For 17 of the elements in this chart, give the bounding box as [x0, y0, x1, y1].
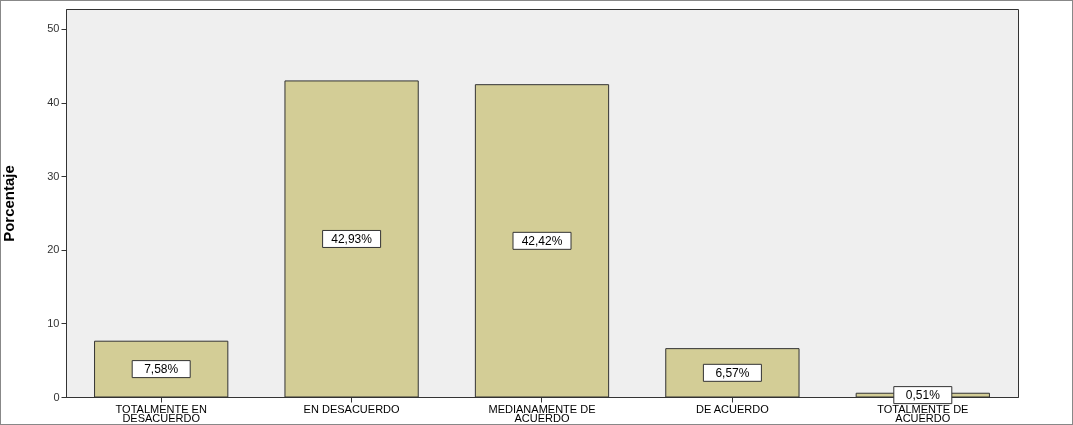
y-tick-label: 50	[47, 22, 60, 35]
y-axis-title: Porcentaje	[0, 165, 18, 242]
x-tick-label: DE ACUERDO	[696, 402, 770, 415]
x-tick-label: MEDIANAMENTE DE ACUERDO	[488, 402, 596, 424]
data-label: 0,51%	[905, 388, 941, 403]
y-tick-label: 10	[47, 316, 60, 329]
y-tick-label: 20	[47, 243, 60, 256]
data-label: 7,58%	[144, 362, 179, 377]
x-tick-label: EN DESACUERDO	[303, 402, 401, 415]
x-tick-label: TOTALMENTE DE ACUERDO	[877, 402, 969, 424]
y-tick-label: 40	[47, 96, 60, 108]
data-label: 42,93%	[331, 231, 373, 246]
data-label: 42,42%	[521, 233, 563, 248]
y-tick-label: 0	[53, 390, 60, 403]
y-tick-label: 30	[47, 169, 60, 182]
data-label: 6,57%	[715, 365, 750, 380]
x-tick-label: TOTALMENTE EN DESACUERDO	[115, 402, 207, 424]
